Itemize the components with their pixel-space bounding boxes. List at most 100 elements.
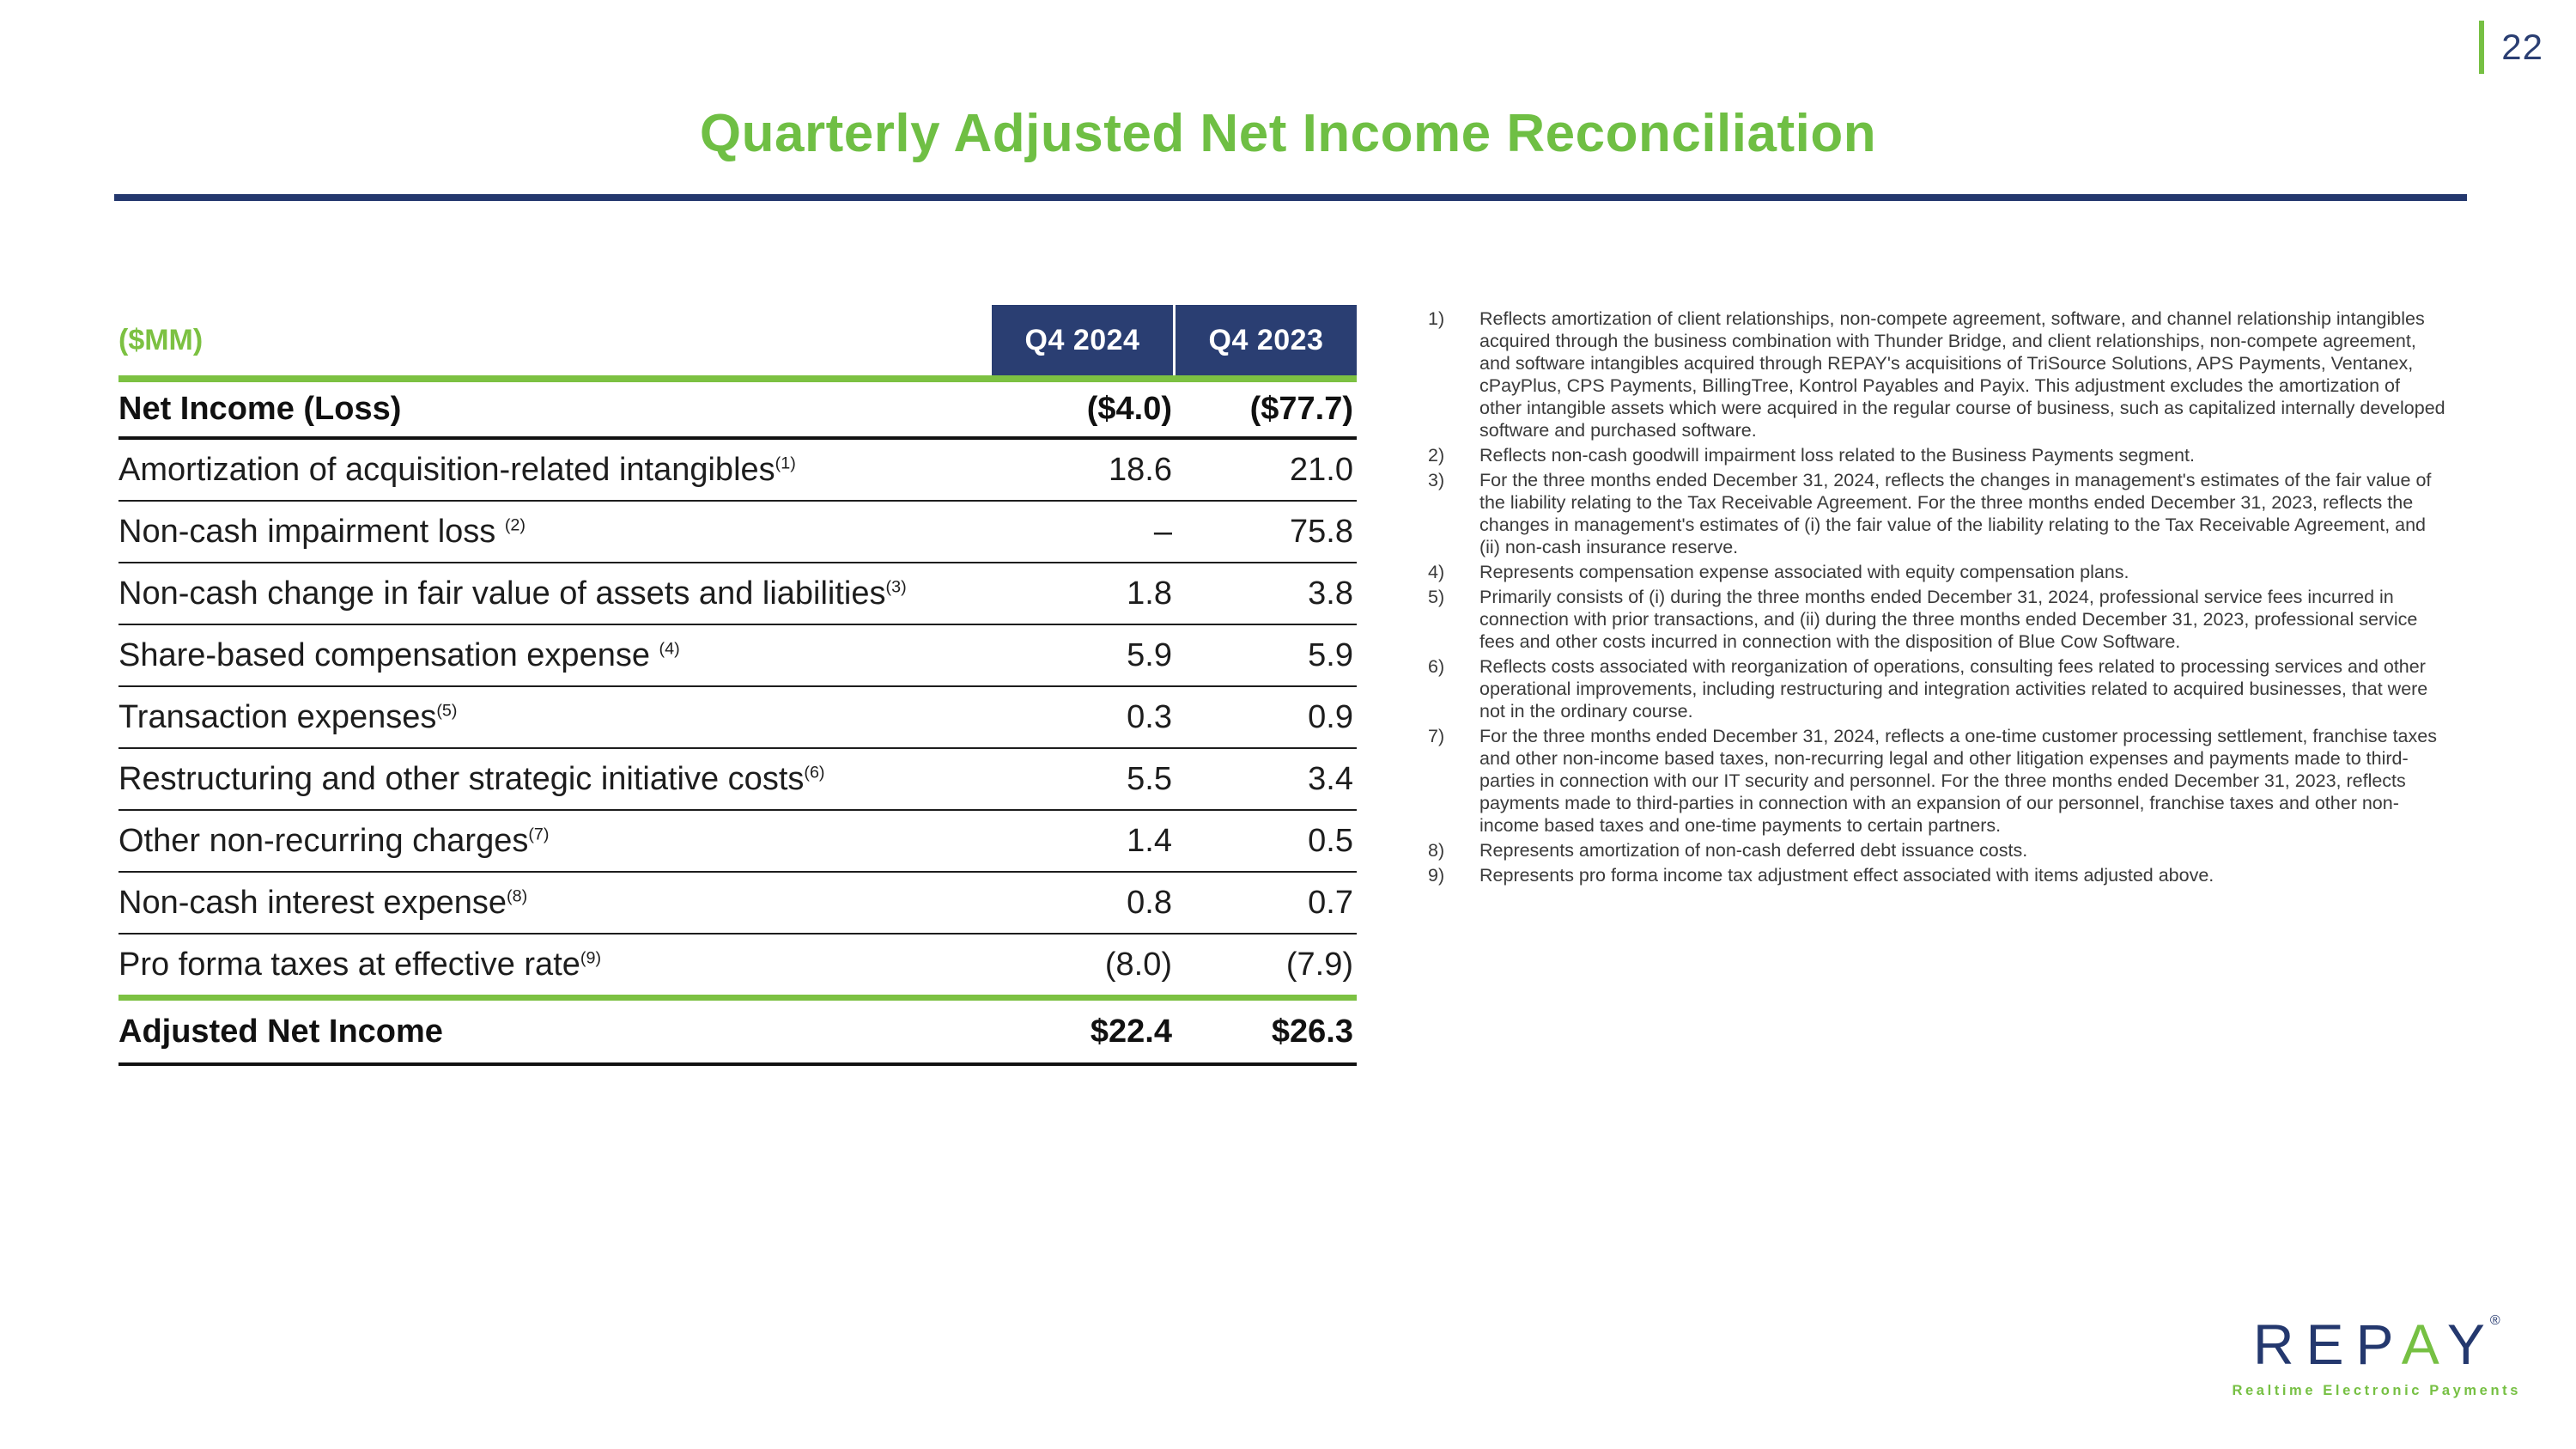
footnote-text: For the three months ended December 31, … xyxy=(1479,470,2432,557)
footnote-text: For the three months ended December 31, … xyxy=(1479,726,2437,836)
row-label: Non-cash interest expense(8) xyxy=(118,885,994,922)
table-row: Non-cash interest expense(8) 0.8 0.7 xyxy=(118,873,1357,935)
row-value-q4-2024: 0.3 xyxy=(1127,698,1172,735)
page-number: 22 xyxy=(2501,27,2543,67)
column-header-q4-2023: Q4 2023 xyxy=(1176,305,1357,375)
footnote-text: Reflects costs associated with reorganiz… xyxy=(1479,656,2428,721)
footnote-number: 4) xyxy=(1428,562,1445,582)
registered-trademark-icon: ® xyxy=(2489,1313,2500,1328)
footnote-text: Represents compensation expense associat… xyxy=(1479,562,2129,582)
row-value-q4-2024: $22.4 xyxy=(1090,1013,1172,1050)
table-row: Transaction expenses(5) 0.3 0.9 xyxy=(118,687,1357,749)
page-number-block: 22 xyxy=(2479,21,2543,74)
row-value-q4-2024: 1.8 xyxy=(1127,575,1172,612)
table-header-row: ($MM) Q4 2024 Q4 2023 xyxy=(118,305,1357,382)
footnote-item: 4) Represents compensation expense assoc… xyxy=(1428,561,2471,583)
footnote-item: 8) Represents amortization of non-cash d… xyxy=(1428,839,2471,861)
row-label: Net Income (Loss) xyxy=(118,391,402,427)
row-label: Transaction expenses(5) xyxy=(118,699,994,736)
table-row: Restructuring and other strategic initia… xyxy=(118,749,1357,811)
row-label: Non-cash change in fair value of assets … xyxy=(118,575,994,612)
footnote-text: Reflects amortization of client relation… xyxy=(1479,308,2445,441)
row-value-q4-2024: ($4.0) xyxy=(1086,391,1172,427)
footnote-text: Represents pro forma income tax adjustme… xyxy=(1479,865,2215,886)
row-value-q4-2023: (7.9) xyxy=(1285,946,1353,983)
row-value-q4-2024: 1.4 xyxy=(1127,822,1172,859)
table-row: Pro forma taxes at effective rate(9) (8.… xyxy=(118,935,1357,995)
row-label-text: Other non-recurring charges xyxy=(118,822,529,859)
row-label-text: Non-cash change in fair value of assets … xyxy=(118,575,886,612)
row-label-text: Non-cash interest expense xyxy=(118,884,507,921)
footnote-item: 2) Reflects non-cash goodwill impairment… xyxy=(1428,444,2471,466)
footnote-item: 5) Primarily consists of (i) during the … xyxy=(1428,586,2471,653)
footnote-text: Primarily consists of (i) during the thr… xyxy=(1479,587,2418,652)
row-value-q4-2024: 5.5 xyxy=(1127,760,1172,797)
row-value-q4-2023: ($77.7) xyxy=(1249,391,1353,427)
table-row-net-income: Net Income (Loss) ($4.0) ($77.7) xyxy=(118,382,1357,440)
row-label: Amortization of acquisition-related inta… xyxy=(118,452,994,489)
footnote-marker: (9) xyxy=(580,947,602,967)
row-label: Other non-recurring charges(7) xyxy=(118,823,994,860)
table-row: Non-cash impairment loss (2) – 75.8 xyxy=(118,502,1357,563)
title-underline xyxy=(114,194,2467,201)
row-value-q4-2024: 0.8 xyxy=(1127,884,1172,921)
reconciliation-table: ($MM) Q4 2024 Q4 2023 Net Income (Loss) … xyxy=(118,305,1357,1066)
row-value-q4-2024: 5.9 xyxy=(1127,636,1172,673)
table-unit-label: ($MM) xyxy=(118,323,204,356)
row-value-q4-2024: (8.0) xyxy=(1104,946,1172,983)
row-label-text: Non-cash impairment loss xyxy=(118,513,505,550)
logo-letter-y: Y xyxy=(2446,1312,2497,1376)
row-label: Adjusted Net Income xyxy=(118,1013,443,1050)
page-title: Quarterly Adjusted Net Income Reconcilia… xyxy=(699,104,1877,163)
row-value-q4-2023: 5.9 xyxy=(1308,636,1353,673)
row-label-text: Restructuring and other strategic initia… xyxy=(118,760,805,797)
footnote-marker: (3) xyxy=(885,576,907,596)
footnote-item: 9) Represents pro forma income tax adjus… xyxy=(1428,864,2471,886)
footnote-item: 3) For the three months ended December 3… xyxy=(1428,469,2471,558)
repay-logo-wordmark: REPAY® xyxy=(2233,1314,2521,1373)
footnote-item: 6) Reflects costs associated with reorga… xyxy=(1428,655,2471,722)
footnote-marker: (7) xyxy=(528,824,550,843)
table-row-adjusted-net-income: Adjusted Net Income $22.4 $26.3 xyxy=(118,995,1357,1066)
row-label-text: Share-based compensation expense xyxy=(118,636,659,673)
row-label: Pro forma taxes at effective rate(9) xyxy=(118,947,994,983)
table-row: Share-based compensation expense (4) 5.9… xyxy=(118,625,1357,687)
row-value-q4-2023: 3.8 xyxy=(1308,575,1353,612)
column-header-q4-2024: Q4 2024 xyxy=(992,305,1173,375)
row-label-text: Transaction expenses xyxy=(118,698,437,735)
row-value-q4-2023: $26.3 xyxy=(1271,1013,1353,1050)
row-label: Share-based compensation expense (4) xyxy=(118,637,994,674)
row-label: Restructuring and other strategic initia… xyxy=(118,761,994,798)
table-row: Non-cash change in fair value of assets … xyxy=(118,563,1357,625)
footnote-number: 9) xyxy=(1428,865,1445,886)
repay-logo-tagline: Realtime Electronic Payments xyxy=(2232,1383,2521,1398)
row-value-q4-2023: 21.0 xyxy=(1290,451,1353,488)
table-row: Other non-recurring charges(7) 1.4 0.5 xyxy=(118,811,1357,873)
footnote-number: 5) xyxy=(1428,587,1445,607)
row-value-q4-2023: 0.7 xyxy=(1308,884,1353,921)
footnote-number: 8) xyxy=(1428,840,1445,861)
logo-letter-a: A xyxy=(2401,1312,2447,1376)
footnote-text: Represents amortization of non-cash defe… xyxy=(1479,840,2028,861)
footnote-marker: (1) xyxy=(775,453,796,472)
row-label: Non-cash impairment loss (2) xyxy=(118,514,994,551)
row-value-q4-2024: 18.6 xyxy=(1109,451,1172,488)
repay-logo: REPAY® Realtime Electronic Payments xyxy=(2233,1314,2521,1399)
footnote-number: 1) xyxy=(1428,308,1445,329)
footnote-marker: (6) xyxy=(804,762,825,782)
footnote-marker: (8) xyxy=(507,886,528,905)
footnotes-list: 1) Reflects amortization of client relat… xyxy=(1428,307,2471,889)
footnote-text: Reflects non-cash goodwill impairment lo… xyxy=(1479,445,2195,466)
logo-letters-rep: REP xyxy=(2252,1312,2402,1376)
footnote-number: 6) xyxy=(1428,656,1445,677)
table-row: Amortization of acquisition-related inta… xyxy=(118,440,1357,502)
row-label-text: Pro forma taxes at effective rate xyxy=(118,946,580,983)
row-value-q4-2023: 75.8 xyxy=(1290,513,1353,550)
footnote-marker: (5) xyxy=(436,700,458,720)
page-number-accent-bar xyxy=(2479,21,2485,74)
row-label-text: Amortization of acquisition-related inta… xyxy=(118,451,775,488)
footnote-number: 7) xyxy=(1428,726,1445,746)
footnote-number: 3) xyxy=(1428,470,1445,490)
row-value-q4-2023: 0.5 xyxy=(1308,822,1353,859)
